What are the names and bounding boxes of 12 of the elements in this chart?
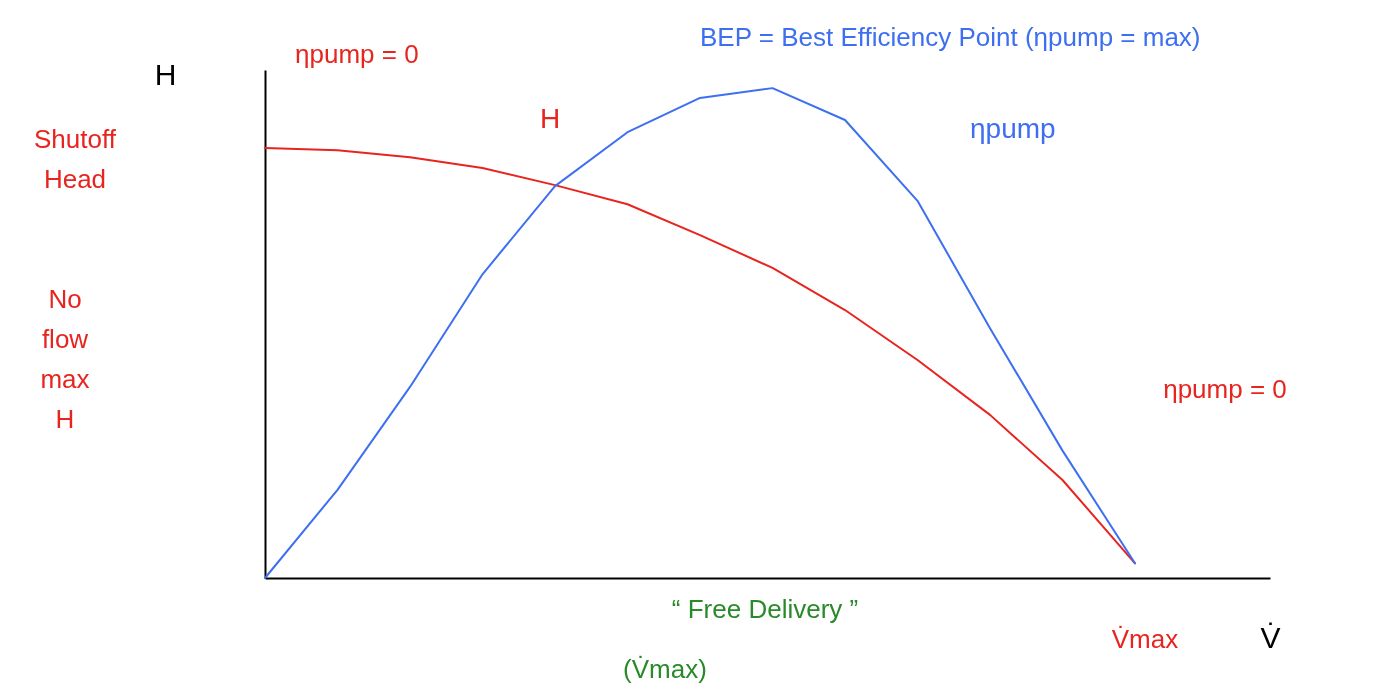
text: “ Free Delivery ” bbox=[671, 594, 859, 624]
text: No flow max H bbox=[40, 284, 90, 434]
text: BEP = Best Efficiency Point (ηpump = max) bbox=[700, 22, 1201, 52]
text: ηpump bbox=[970, 113, 1056, 144]
x-axis-title: V̇ bbox=[1260, 620, 1281, 654]
y-axis-title: H bbox=[154, 57, 177, 91]
text: V̇max bbox=[1111, 624, 1179, 654]
annotation: ηpump = 0 bbox=[1163, 374, 1287, 404]
text: Shutoff Head bbox=[34, 124, 117, 194]
series-label: H bbox=[540, 103, 561, 134]
text: (V̇max) bbox=[623, 654, 707, 684]
text: ηpump = 0 bbox=[295, 39, 419, 69]
